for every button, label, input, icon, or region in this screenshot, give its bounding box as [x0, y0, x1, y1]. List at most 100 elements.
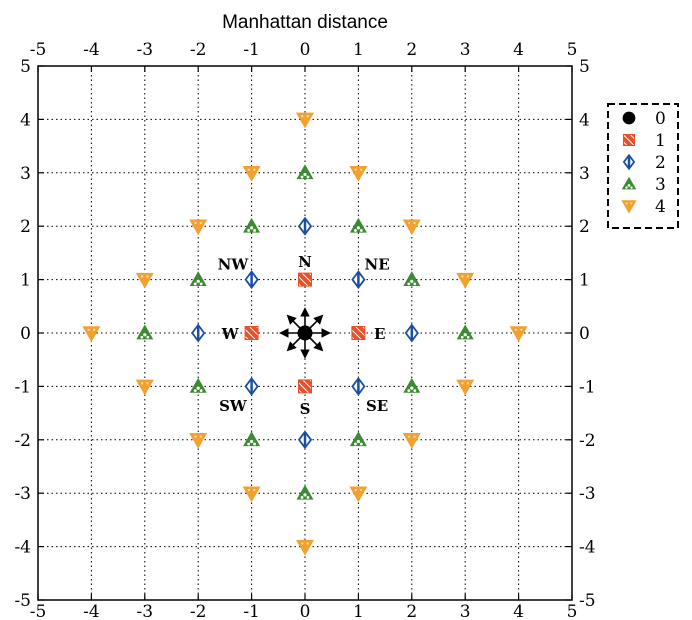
data-point-distance-2: [191, 323, 206, 343]
data-point-distance-3: [403, 377, 421, 393]
x-tick-label-bottom: -3: [137, 602, 154, 620]
triangle-up-marker-dot: [460, 335, 464, 339]
triangle-down-marker: [349, 166, 368, 182]
triangle-down-marker-dot: [630, 202, 633, 205]
direction-label-nw: NW: [218, 256, 250, 274]
triangle-up-marker-dot: [466, 335, 470, 339]
data-point-distance-4: [509, 326, 528, 342]
triangle-up-marker-dot: [625, 186, 628, 189]
data-point-distance-4: [189, 219, 208, 236]
direction-label-s: S: [300, 400, 311, 418]
x-tick-label-top: 0: [300, 40, 311, 60]
hatched-square-marker: [298, 272, 312, 287]
legend-box: [607, 103, 679, 229]
data-point-distance-4: [456, 272, 475, 289]
triangle-up-marker-dot: [407, 389, 411, 393]
data-point-distance-4: [349, 166, 368, 182]
data-point-distance-0: [297, 325, 313, 341]
legend-label-2: 2: [655, 153, 666, 173]
circle-marker: [622, 111, 636, 125]
direction-label-ne: NE: [365, 256, 390, 274]
data-point-distance-2: [297, 430, 313, 450]
triangle-up-marker-dot: [193, 282, 197, 286]
y-tick-label-right: 2: [579, 217, 590, 237]
x-tick-label-top: -2: [190, 40, 207, 60]
x-tick-label-bottom: -2: [190, 602, 207, 620]
triangle-down-marker-dot: [92, 328, 96, 332]
triangle-down-marker-dot: [306, 542, 309, 545]
triangle-up-marker-dot: [199, 282, 203, 286]
triangle-up-marker-dot: [146, 335, 150, 339]
triangle-up-marker-dot: [306, 496, 310, 499]
triangle-down-marker-dot: [466, 382, 470, 385]
triangle-down-marker-dot: [625, 202, 628, 205]
triangle-down-marker-dot: [306, 115, 309, 118]
triangle-down-marker-dot: [359, 488, 363, 492]
x-tick-label-bottom: 5: [567, 602, 578, 620]
data-point-distance-3: [136, 324, 154, 340]
triangle-up-marker: [349, 431, 367, 447]
data-point-distance-4: [242, 166, 261, 182]
data-point-distance-2: [351, 376, 366, 396]
triangle-up-marker-dot: [199, 389, 203, 393]
triangle-up-marker: [243, 217, 261, 233]
circle-marker: [297, 325, 313, 341]
triangle-down-marker: [456, 272, 475, 289]
triangle-down-marker: [135, 379, 154, 396]
data-point-distance-3: [456, 324, 474, 340]
x-tick-label-top: -4: [83, 40, 100, 60]
triangle-down-marker-dot: [301, 542, 304, 545]
triangle-up-marker: [189, 377, 207, 393]
triangle-up-marker: [403, 271, 421, 286]
direction-label-sw: SW: [219, 397, 248, 415]
triangle-up-marker: [296, 484, 314, 500]
direction-label-se: SE: [366, 397, 388, 415]
triangle-down-marker: [349, 486, 368, 503]
axis-ticks: [37, 65, 573, 601]
data-point-distance-1: [298, 379, 312, 394]
hatched-square-marker: [622, 133, 636, 147]
triangle-down-marker: [242, 486, 261, 503]
triangle-up-marker-dot: [356, 439, 360, 444]
direction-label-w: W: [221, 325, 240, 343]
legend-label-1: 1: [655, 131, 666, 151]
triangle-up-marker-dot: [247, 442, 251, 446]
y-tick-label-left: -4: [14, 538, 31, 558]
data-point-distance-3: [403, 271, 421, 286]
y-tick-label-right: -5: [579, 591, 596, 611]
y-tick-label-left: 4: [20, 110, 31, 130]
data-point-distance-4: [189, 433, 208, 449]
data-point-distance-3: [349, 217, 367, 233]
y-tick-label-left: 3: [20, 164, 31, 184]
legend-label-4: 4: [655, 197, 666, 217]
triangle-down-marker-dot: [354, 168, 357, 171]
triangle-down-marker-dot: [514, 328, 518, 332]
direction-label-e: E: [374, 325, 385, 343]
triangle-up-marker-dot: [630, 186, 633, 189]
data-point-distance-4: [456, 379, 475, 396]
direction-label-n: N: [298, 253, 312, 271]
triangle-down-marker: [402, 219, 421, 236]
data-point-distance-2: [404, 323, 419, 343]
data-point-distance-4: [82, 326, 101, 342]
triangle-down-marker: [621, 200, 637, 214]
triangle-up-marker-dot: [359, 229, 363, 232]
y-tick-label-left: 2: [20, 217, 31, 237]
data-point-distance-3: [243, 431, 261, 447]
triangle-up-marker: [136, 324, 154, 340]
triangle-up-marker-dot: [303, 493, 307, 497]
y-tick-label-left: 5: [20, 57, 31, 77]
triangle-up-marker-dot: [410, 386, 414, 390]
triangle-down-marker: [189, 219, 208, 236]
triangle-down-marker-dot: [466, 275, 470, 278]
data-point-distance-4: [296, 539, 314, 556]
legend-marker-2: [622, 153, 636, 171]
legend-label-3: 3: [655, 175, 666, 195]
triangle-down-marker-dot: [199, 435, 203, 438]
data-point-distance-3: [243, 217, 261, 233]
triangle-up-marker-dot: [463, 333, 467, 337]
x-tick-label-bottom: 3: [460, 602, 471, 620]
triangle-down-marker-dot: [520, 328, 523, 332]
